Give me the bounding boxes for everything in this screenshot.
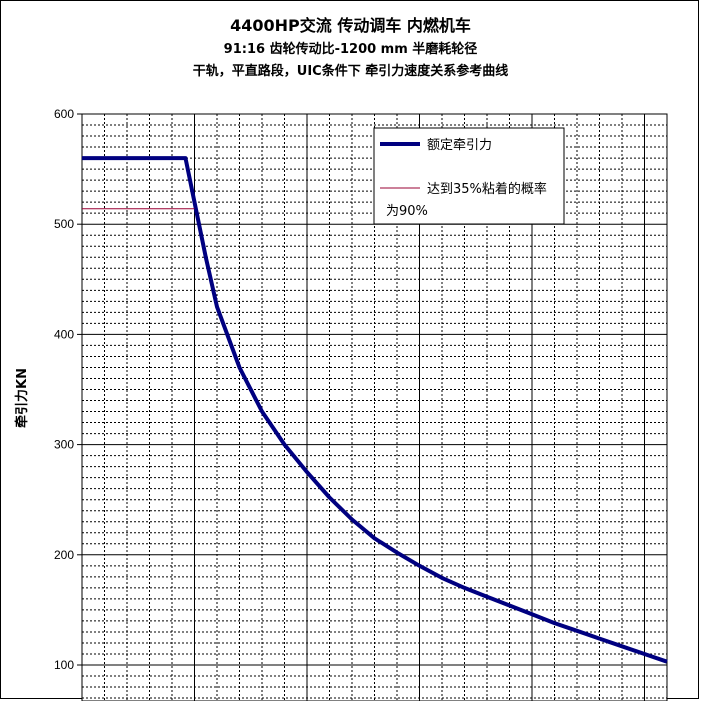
- chart-title: 4400HP交流 传动调车 内燃机车: [230, 16, 471, 35]
- series-layer: [82, 156, 668, 664]
- legend-label-adhesion-line1: 达到35%粘着的概率: [427, 181, 547, 197]
- y-tick-label: 300: [54, 438, 74, 452]
- legend: 额定牵引力 达到35%粘着的概率 为90%: [373, 127, 565, 225]
- legend-box: [373, 127, 565, 225]
- y-axis-label: 牵引力KN: [14, 368, 30, 428]
- legend-label-rated: 额定牵引力: [427, 138, 492, 153]
- legend-label-adhesion-line2: 为90%: [386, 204, 428, 219]
- y-tick-label: 100: [54, 658, 74, 672]
- y-tick-label: 200: [54, 548, 74, 562]
- y-tick-label: 400: [54, 327, 74, 341]
- y-tick-label: 600: [54, 107, 74, 121]
- series-line-rated-tractive-effort: [82, 156, 668, 664]
- chart-subtitle-2: 干轨，平直路段，UIC条件下 牵引力速度关系参考曲线: [192, 64, 509, 79]
- y-axis-ticks: 100 200 300 400 500 600: [54, 107, 82, 672]
- y-tick-label: 500: [54, 217, 74, 231]
- chart-subtitle: 91:16 齿轮传动比-1200 mm 半磨耗轮径: [223, 42, 478, 57]
